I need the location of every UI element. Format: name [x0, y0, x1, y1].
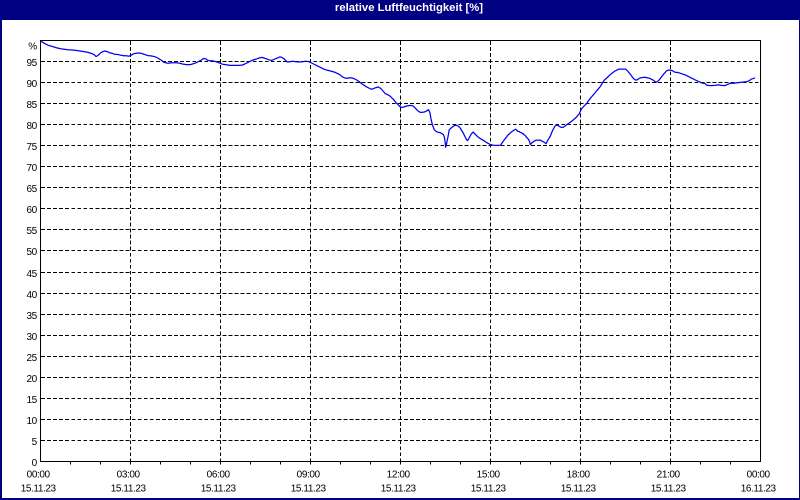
svg-text:%: % [28, 42, 37, 53]
svg-text:10: 10 [26, 416, 37, 427]
svg-text:60: 60 [26, 205, 37, 216]
svg-text:15.11.23: 15.11.23 [201, 484, 237, 495]
svg-text:15.11.23: 15.11.23 [381, 484, 417, 495]
svg-text:40: 40 [26, 290, 37, 301]
svg-text:15.11.23: 15.11.23 [561, 484, 597, 495]
svg-text:20: 20 [26, 374, 37, 385]
svg-text:15:00: 15:00 [477, 469, 501, 480]
svg-text:0: 0 [32, 458, 38, 469]
svg-text:45: 45 [26, 269, 37, 280]
svg-text:55: 55 [26, 226, 37, 237]
svg-text:18:00: 18:00 [567, 469, 591, 480]
svg-text:70: 70 [26, 163, 37, 174]
svg-text:35: 35 [26, 311, 37, 322]
svg-text:80: 80 [26, 121, 37, 132]
svg-text:65: 65 [26, 184, 37, 195]
svg-text:5: 5 [32, 437, 38, 448]
svg-text:00:00: 00:00 [27, 469, 51, 480]
svg-text:75: 75 [26, 142, 37, 153]
svg-text:95: 95 [26, 58, 37, 69]
svg-text:50: 50 [26, 247, 37, 258]
svg-text:15.11.23: 15.11.23 [651, 484, 687, 495]
svg-text:25: 25 [26, 353, 37, 364]
svg-text:12:00: 12:00 [387, 469, 411, 480]
svg-text:15: 15 [26, 395, 37, 406]
svg-text:90: 90 [26, 79, 37, 90]
svg-text:15.11.23: 15.11.23 [111, 484, 147, 495]
svg-text:09:00: 09:00 [297, 469, 321, 480]
svg-text:15.11.23: 15.11.23 [21, 484, 57, 495]
svg-text:15.11.23: 15.11.23 [291, 484, 327, 495]
svg-text:06:00: 06:00 [207, 469, 231, 480]
svg-text:21:00: 21:00 [657, 469, 681, 480]
svg-text:30: 30 [26, 332, 37, 343]
svg-text:03:00: 03:00 [117, 469, 141, 480]
svg-text:15.11.23: 15.11.23 [471, 484, 507, 495]
svg-text:00:00: 00:00 [747, 469, 771, 480]
svg-text:85: 85 [26, 100, 37, 111]
svg-text:16.11.23: 16.11.23 [741, 484, 777, 495]
